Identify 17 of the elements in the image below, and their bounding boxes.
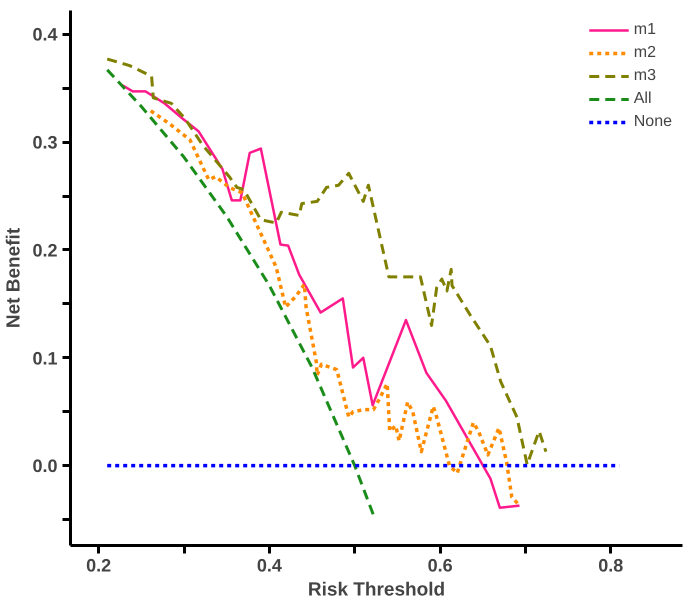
x-tick-label: 0.4: [256, 556, 282, 576]
y-axis-title: Net Benefit: [3, 227, 24, 328]
y-tick-label: 0.3: [32, 132, 58, 153]
y-tick-label: 0.2: [32, 240, 58, 260]
y-tick-label: 0.4: [32, 24, 58, 45]
x-tick-label: 0.8: [598, 556, 624, 576]
legend-label: m1: [634, 21, 656, 39]
x-tick-label: 0.6: [428, 556, 453, 576]
x-tick-label: 0.2: [86, 556, 112, 576]
legend-label: m2: [634, 44, 656, 62]
legend-label: None: [634, 113, 672, 131]
legend-label: All: [634, 90, 653, 108]
y-tick-label: 0.1: [32, 348, 58, 368]
line-series: [106, 58, 548, 466]
x-axis-title: Risk Threshold: [308, 580, 446, 600]
y-tick-label: 0.0: [32, 456, 58, 476]
legend-label: m3: [634, 67, 656, 85]
